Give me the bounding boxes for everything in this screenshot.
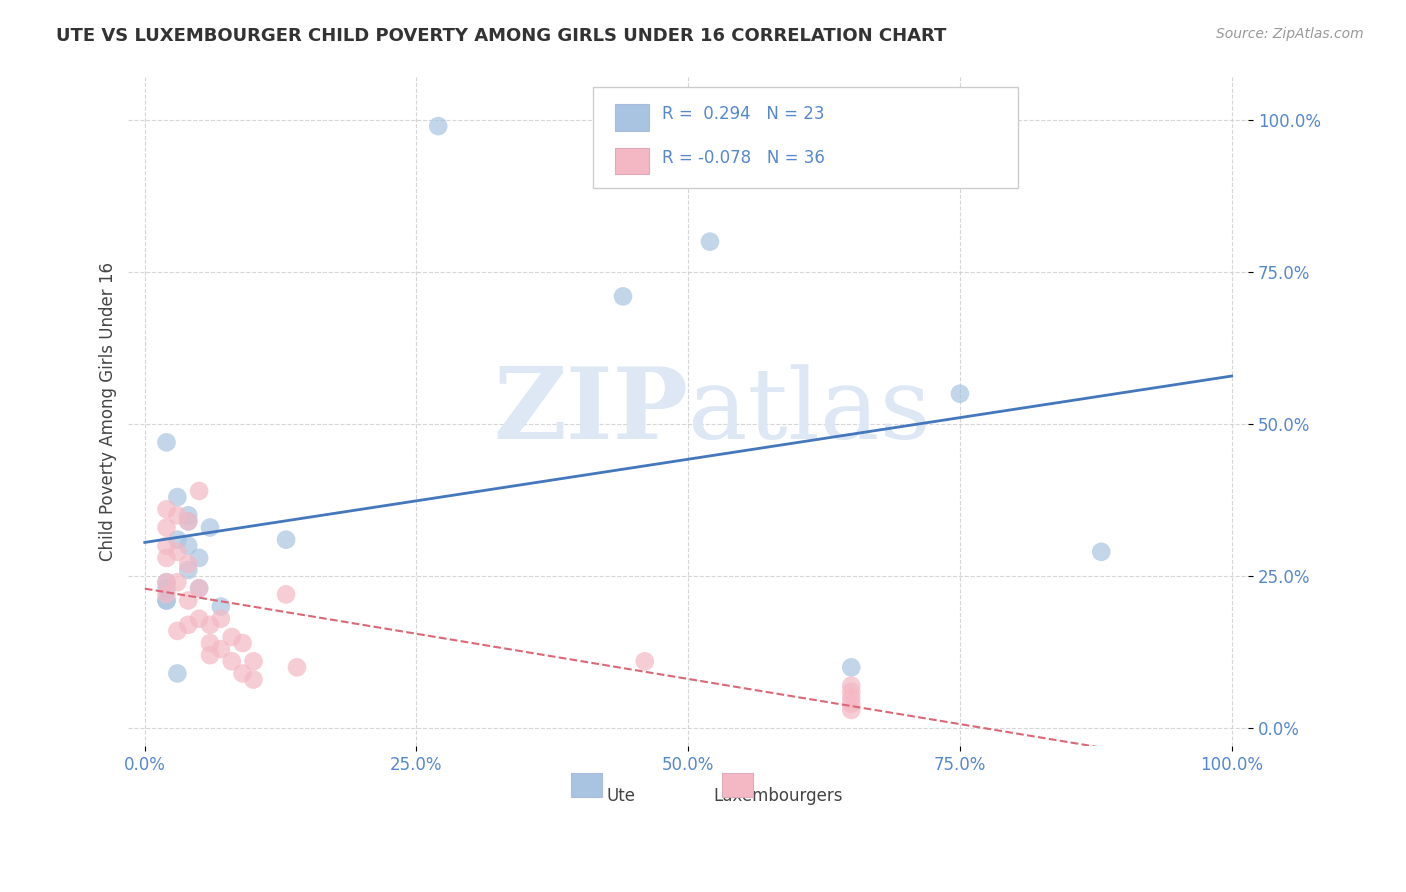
Point [188, 612, 211, 626]
Point [155, 550, 177, 565]
Point [839, 684, 862, 698]
Point [427, 119, 450, 133]
Point [198, 648, 221, 663]
Point [177, 515, 200, 529]
Point [839, 697, 862, 711]
Text: atlas: atlas [688, 364, 931, 460]
Bar [571, 773, 602, 797]
Point [166, 533, 188, 547]
Point [177, 593, 200, 607]
Point [198, 636, 221, 650]
Point [232, 666, 254, 681]
Text: Ute: Ute [606, 787, 636, 805]
Point [166, 624, 188, 638]
Bar [616, 104, 650, 131]
Point [699, 235, 721, 249]
Point [155, 502, 177, 516]
Text: Source: ZipAtlas.com: Source: ZipAtlas.com [1216, 27, 1364, 41]
Point [634, 654, 657, 668]
Point [155, 539, 177, 553]
Point [177, 557, 200, 571]
Point [949, 386, 972, 401]
Point [166, 490, 188, 504]
Point [155, 575, 177, 590]
Text: R = -0.078   N = 36: R = -0.078 N = 36 [662, 149, 825, 167]
Point [188, 582, 211, 596]
Point [209, 599, 232, 614]
Text: R =  0.294   N = 23: R = 0.294 N = 23 [662, 105, 825, 123]
Point [839, 690, 862, 705]
Point [166, 508, 188, 523]
Point [155, 587, 177, 601]
Point [839, 703, 862, 717]
Point [232, 636, 254, 650]
Point [177, 617, 200, 632]
Point [198, 520, 221, 534]
Bar [721, 773, 754, 797]
Text: UTE VS LUXEMBOURGER CHILD POVERTY AMONG GIRLS UNDER 16 CORRELATION CHART: UTE VS LUXEMBOURGER CHILD POVERTY AMONG … [56, 27, 946, 45]
Point [166, 575, 188, 590]
Point [221, 630, 243, 644]
Point [612, 289, 634, 303]
Point [177, 515, 200, 529]
Point [188, 582, 211, 596]
Point [188, 550, 211, 565]
Point [155, 582, 177, 596]
Point [155, 575, 177, 590]
Point [221, 654, 243, 668]
Point [155, 435, 177, 450]
Point [274, 533, 297, 547]
Point [274, 587, 297, 601]
Text: ZIP: ZIP [494, 363, 688, 460]
Point [209, 612, 232, 626]
Point [166, 545, 188, 559]
Y-axis label: Child Poverty Among Girls Under 16: Child Poverty Among Girls Under 16 [100, 262, 117, 561]
Point [155, 593, 177, 607]
Point [155, 593, 177, 607]
Point [839, 660, 862, 674]
Point [242, 673, 264, 687]
Text: Luxembourgers: Luxembourgers [713, 787, 842, 805]
Point [198, 617, 221, 632]
Point [177, 508, 200, 523]
Point [155, 520, 177, 534]
FancyBboxPatch shape [593, 87, 1018, 188]
Point [1090, 545, 1112, 559]
Bar [616, 148, 650, 175]
Point [209, 642, 232, 657]
Point [285, 660, 308, 674]
Point [188, 483, 211, 498]
Point [839, 679, 862, 693]
Point [177, 563, 200, 577]
Point [242, 654, 264, 668]
Point [177, 539, 200, 553]
Point [166, 666, 188, 681]
